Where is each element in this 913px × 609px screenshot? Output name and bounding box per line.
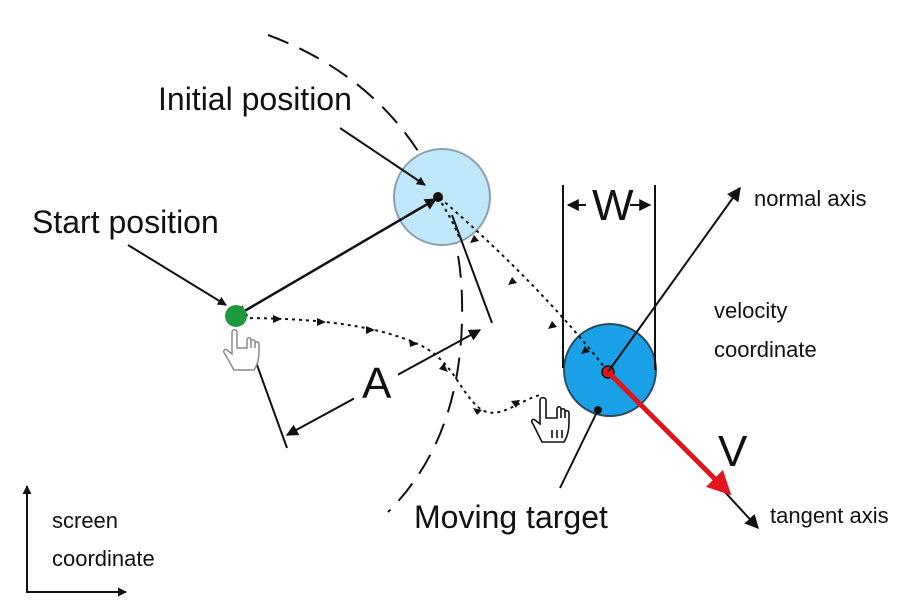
- initial-position-pointer: [339, 127, 426, 186]
- amplitude-label-backing: [354, 360, 398, 406]
- tangent-axis-label: tangent axis: [770, 503, 889, 528]
- normal-axis-line: [607, 186, 741, 373]
- start-position-label: Start position: [32, 204, 219, 240]
- initial-position-label: Initial position: [158, 81, 352, 117]
- velocity-coordinate-label-line1: velocity: [714, 298, 787, 323]
- amplitude-guide-right: [451, 214, 493, 324]
- target-trajectory-arc: [267, 34, 464, 513]
- velocity-label: V: [718, 427, 748, 476]
- end-cursor-hand-icon: [530, 396, 570, 443]
- velocity-coordinate-label-line2: coordinate: [714, 337, 817, 362]
- width-label: W: [592, 181, 634, 230]
- normal-axis-label: normal axis: [754, 186, 866, 211]
- moving-target-pointer: [559, 413, 597, 489]
- intercept-path: [439, 197, 606, 369]
- width-label-backing: [586, 185, 630, 223]
- velocity-vector: [606, 370, 732, 496]
- screen-coordinate-label-line1: screen: [52, 508, 118, 533]
- screen-coordinate-label-line2: coordinate: [52, 546, 155, 571]
- start-point: [225, 305, 247, 327]
- start-to-initial-dotted: [437, 196, 461, 241]
- start-cursor-hand-icon: [223, 329, 260, 371]
- amplitude-label: A: [362, 359, 392, 408]
- intercept-path-arrowheads: [470, 235, 590, 354]
- start-position-pointer: [127, 244, 227, 306]
- moving-target-cursor-dot: [594, 406, 602, 414]
- moving-target-label: Moving target: [414, 499, 608, 535]
- start-initial-link: [234, 197, 438, 318]
